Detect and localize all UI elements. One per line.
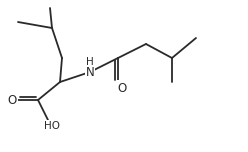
Text: HO: HO <box>44 121 60 131</box>
Text: O: O <box>117 81 127 95</box>
Text: H: H <box>86 57 94 67</box>
Text: O: O <box>7 95 17 107</box>
Text: N: N <box>86 67 94 79</box>
